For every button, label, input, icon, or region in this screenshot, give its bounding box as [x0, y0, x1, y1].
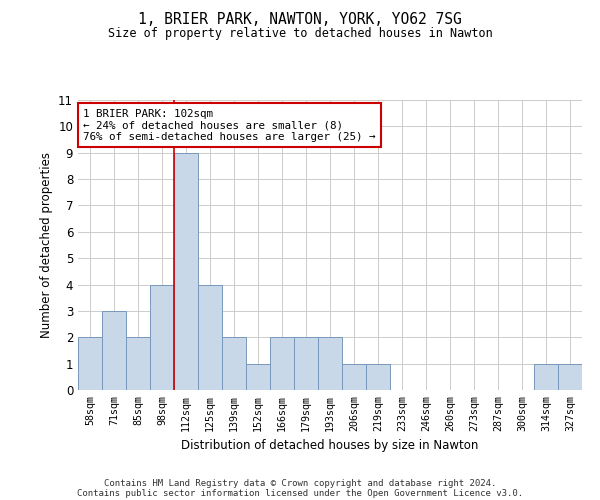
Bar	[342, 364, 366, 390]
Bar	[78, 338, 102, 390]
Text: Size of property relative to detached houses in Nawton: Size of property relative to detached ho…	[107, 28, 493, 40]
Bar	[246, 364, 270, 390]
Y-axis label: Number of detached properties: Number of detached properties	[40, 152, 53, 338]
Text: 1, BRIER PARK, NAWTON, YORK, YO62 7SG: 1, BRIER PARK, NAWTON, YORK, YO62 7SG	[138, 12, 462, 28]
Bar	[294, 338, 318, 390]
Bar	[270, 338, 294, 390]
Text: Contains public sector information licensed under the Open Government Licence v3: Contains public sector information licen…	[77, 488, 523, 498]
Bar	[174, 152, 198, 390]
Bar	[150, 284, 174, 390]
Bar	[558, 364, 582, 390]
Text: 1 BRIER PARK: 102sqm
← 24% of detached houses are smaller (8)
76% of semi-detach: 1 BRIER PARK: 102sqm ← 24% of detached h…	[83, 108, 376, 142]
Bar	[318, 338, 342, 390]
Text: Contains HM Land Registry data © Crown copyright and database right 2024.: Contains HM Land Registry data © Crown c…	[104, 478, 496, 488]
Bar	[126, 338, 150, 390]
Bar	[102, 311, 126, 390]
Bar	[222, 338, 246, 390]
Bar	[366, 364, 390, 390]
Bar	[198, 284, 222, 390]
Bar	[534, 364, 558, 390]
X-axis label: Distribution of detached houses by size in Nawton: Distribution of detached houses by size …	[181, 439, 479, 452]
